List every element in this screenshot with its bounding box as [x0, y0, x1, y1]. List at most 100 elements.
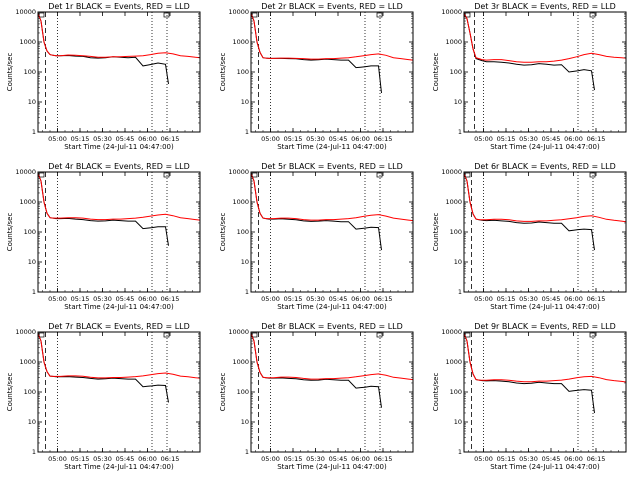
x-tick-label: 05:15 — [497, 135, 516, 143]
y-tick-label: 10000 — [228, 8, 249, 16]
x-tick-label: 05:15 — [71, 295, 90, 303]
y-tick-label: 1 — [458, 288, 462, 296]
x-axis-label: Start Time (24-Jul-11 04:47:00) — [64, 303, 174, 311]
chart-svg: Det 8r BLACK = Events, RED = LLD 1 10 100 10… — [219, 322, 414, 471]
x-axis-label: Start Time (24-Jul-11 04:47:00) — [277, 463, 387, 471]
top-marker-right — [376, 172, 383, 178]
x-tick-label: 05:45 — [329, 455, 348, 463]
y-tick-label: 10 — [241, 418, 249, 426]
y-axis-label: Counts/sec — [219, 213, 227, 252]
plot-frame — [250, 11, 414, 133]
y-tick-label: 1000 — [19, 38, 36, 46]
chart-title: Det 6r BLACK = Events, RED = LLD — [474, 162, 616, 171]
x-tick-label: 06:15 — [374, 455, 393, 463]
y-tick-label: 10 — [454, 418, 462, 426]
x-axis-label: Start Time (24-Jul-11 04:47:00) — [64, 143, 174, 151]
y-tick-label: 10 — [28, 98, 36, 106]
series-lld-line — [250, 333, 414, 381]
chart-svg: Det 1r BLACK = Events, RED = LLD 1 10 100 10… — [6, 2, 201, 151]
x-tick-label: 06:00 — [138, 295, 157, 303]
x-tick-label: 05:45 — [116, 135, 135, 143]
chart-title: Det 7r BLACK = Events, RED = LLD — [48, 322, 190, 331]
series-lld-line — [463, 333, 627, 383]
x-tick-label: 06:15 — [374, 295, 393, 303]
detector-panel-5: Det 5r BLACK = Events, RED = LLD 1 10 100 10… — [213, 160, 426, 320]
top-marker-right — [163, 172, 170, 178]
series-lld-line — [37, 173, 201, 221]
y-tick-label: 10 — [454, 98, 462, 106]
x-tick-label: 05:15 — [284, 455, 303, 463]
y-tick-label: 1000 — [445, 198, 462, 206]
x-tick-label: 06:00 — [564, 295, 583, 303]
x-tick-label: 05:30 — [519, 135, 538, 143]
y-tick-label: 1000 — [19, 198, 36, 206]
top-marker-right — [376, 12, 383, 18]
y-tick-label: 1000 — [445, 358, 462, 366]
x-tick-label: 05:45 — [329, 135, 348, 143]
y-tick-label: 100 — [450, 388, 462, 396]
x-tick-label: 06:00 — [564, 135, 583, 143]
y-axis-label: Counts/sec — [432, 373, 440, 412]
chart-svg: Det 6r BLACK = Events, RED = LLD 1 10 100 10… — [432, 162, 627, 311]
x-tick-label: 05:15 — [497, 295, 516, 303]
y-tick-label: 1000 — [19, 358, 36, 366]
x-tick-label: 06:00 — [138, 135, 157, 143]
chart-title: Det 9r BLACK = Events, RED = LLD — [474, 322, 616, 331]
detector-panel-6: Det 6r BLACK = Events, RED = LLD 1 10 100 10… — [426, 160, 639, 320]
x-axis-label: Start Time (24-Jul-11 04:47:00) — [277, 303, 387, 311]
chart-title: Det 4r BLACK = Events, RED = LLD — [48, 162, 190, 171]
detector-panel-8: Det 8r BLACK = Events, RED = LLD 1 10 100 10… — [213, 320, 426, 480]
detector-panel-4: Det 4r BLACK = Events, RED = LLD 1 10 100 10… — [0, 160, 213, 320]
y-tick-label: 1 — [245, 288, 249, 296]
y-tick-label: 10000 — [441, 8, 462, 16]
top-marker-right — [163, 332, 170, 338]
chart-svg: Det 9r BLACK = Events, RED = LLD 1 10 100 10… — [432, 322, 627, 471]
chart-title: Det 1r BLACK = Events, RED = LLD — [48, 2, 190, 11]
y-tick-label: 1 — [458, 448, 462, 456]
y-tick-label: 10 — [28, 418, 36, 426]
x-tick-label: 05:30 — [306, 295, 325, 303]
series-lld-line — [463, 13, 627, 63]
chart-title: Det 2r BLACK = Events, RED = LLD — [261, 2, 403, 11]
y-axis-label: Counts/sec — [432, 213, 440, 252]
x-tick-label: 06:15 — [161, 135, 180, 143]
x-tick-label: 05:45 — [542, 295, 561, 303]
y-tick-label: 1 — [32, 288, 36, 296]
series-lld-line — [37, 333, 201, 379]
y-axis-label: Counts/sec — [219, 53, 227, 92]
y-axis-label: Counts/sec — [432, 53, 440, 92]
y-tick-label: 100 — [237, 388, 249, 396]
x-tick-label: 05:00 — [474, 295, 493, 303]
plot-frame — [463, 11, 627, 133]
chart-svg: Det 4r BLACK = Events, RED = LLD 1 10 100 10… — [6, 162, 201, 311]
y-tick-label: 1000 — [232, 358, 249, 366]
top-marker-right — [589, 172, 596, 178]
y-tick-label: 10000 — [15, 328, 36, 336]
series-lld-line — [250, 173, 414, 222]
chart-title: Det 5r BLACK = Events, RED = LLD — [261, 162, 403, 171]
x-tick-label: 05:00 — [261, 295, 280, 303]
plot-frame — [37, 11, 201, 133]
x-tick-label: 05:45 — [542, 135, 561, 143]
x-tick-label: 06:00 — [351, 455, 370, 463]
x-axis-label: Start Time (24-Jul-11 04:47:00) — [64, 463, 174, 471]
y-tick-label: 1000 — [232, 38, 249, 46]
x-tick-label: 05:15 — [71, 135, 90, 143]
x-tick-label: 05:15 — [497, 455, 516, 463]
y-tick-label: 1 — [458, 128, 462, 136]
x-axis-label: Start Time (24-Jul-11 04:47:00) — [490, 463, 600, 471]
x-tick-label: 05:30 — [93, 455, 112, 463]
x-tick-label: 05:00 — [474, 455, 493, 463]
x-tick-label: 06:15 — [587, 135, 606, 143]
y-tick-label: 10000 — [228, 328, 249, 336]
y-tick-label: 100 — [450, 68, 462, 76]
x-tick-label: 05:00 — [261, 135, 280, 143]
y-tick-label: 1 — [32, 448, 36, 456]
x-tick-label: 06:15 — [587, 295, 606, 303]
y-tick-label: 1 — [245, 448, 249, 456]
x-axis-label: Start Time (24-Jul-11 04:47:00) — [277, 143, 387, 151]
chart-svg: Det 3r BLACK = Events, RED = LLD 1 10 100 10… — [432, 2, 627, 151]
x-tick-label: 05:45 — [329, 295, 348, 303]
y-tick-label: 10000 — [441, 168, 462, 176]
y-tick-label: 1000 — [232, 198, 249, 206]
